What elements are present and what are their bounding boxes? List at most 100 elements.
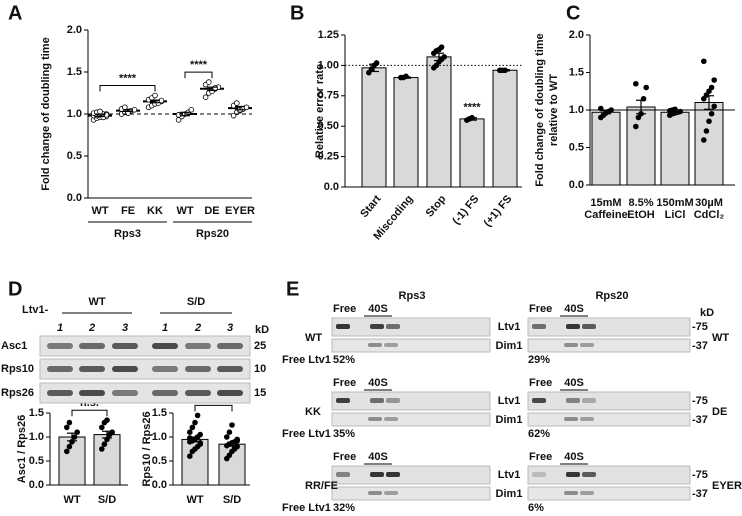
data-point — [229, 422, 235, 428]
data-point — [188, 107, 195, 113]
panel-label: A — [8, 2, 22, 24]
kd-label: kD — [255, 324, 269, 336]
lane-label: 40S — [368, 303, 388, 315]
y-axis-label: Relative error rate — [314, 64, 326, 158]
blot-label: Dim1 — [496, 414, 523, 426]
blot-row-label: Asc1 — [1, 340, 27, 352]
x-tick-label: Start — [358, 193, 384, 220]
data-point — [230, 112, 237, 119]
lane-label: 40S — [564, 377, 584, 389]
data-point — [234, 100, 240, 106]
y-tick-label: 0.0 — [67, 192, 82, 204]
genotype-label: WT — [88, 296, 105, 308]
mw-marker: -37 — [692, 488, 708, 500]
blot-band — [47, 366, 73, 372]
blot-band — [112, 390, 138, 396]
x-tick-label: Stop — [424, 193, 449, 220]
blot-band — [564, 343, 578, 347]
lane-label: Free — [333, 377, 356, 389]
blot-band — [370, 472, 384, 477]
free-percent: 32% — [333, 502, 355, 514]
y-tick-label: 0.50 — [318, 120, 339, 132]
y-tick-label: 1.0 — [67, 108, 82, 120]
free-label: Free Ltv1 — [282, 354, 331, 366]
mw-marker: 10 — [254, 363, 266, 375]
bar — [492, 69, 518, 188]
data-point — [189, 424, 196, 431]
blot-label: Dim1 — [496, 488, 523, 500]
blot-band — [582, 324, 596, 329]
data-point — [187, 453, 193, 460]
lane-label: Free — [529, 451, 552, 463]
blot-band — [532, 324, 546, 329]
x-tick-label: EYER — [225, 205, 255, 217]
lane-label: 2 — [88, 322, 95, 334]
data-point — [243, 104, 250, 111]
y-tick-label: 0.0 — [569, 179, 584, 191]
kd-label: kD — [700, 307, 714, 319]
lane-label: Free — [529, 303, 552, 315]
blot-band — [112, 366, 138, 372]
y-tick-label: 0.0 — [152, 479, 167, 491]
panel-label: D — [8, 278, 22, 300]
y-axis-label: Fold change of doubling time — [534, 33, 546, 186]
y-tick-label: 0.5 — [569, 141, 584, 153]
data-point — [194, 412, 201, 419]
lane-label: 1 — [162, 322, 168, 334]
x-tick-label: 150mM — [656, 197, 693, 209]
y-tick-label: 0.5 — [152, 455, 167, 467]
blot-band — [566, 324, 580, 329]
strain-label: WT — [305, 332, 322, 344]
data-point — [192, 419, 198, 426]
blot-band — [47, 343, 73, 349]
x-tick-label: (-1) FS — [450, 193, 481, 227]
blot-band — [47, 390, 73, 396]
significance-bracket — [194, 404, 233, 412]
significance-label: **** — [119, 72, 137, 84]
blot-strip — [527, 412, 691, 427]
y-tick-label: 0.75 — [318, 90, 339, 102]
strain-prefix: Ltv1- — [22, 304, 49, 316]
group-label: Rps3 — [114, 228, 141, 240]
data-point — [97, 108, 103, 115]
data-point — [64, 424, 70, 431]
data-point — [438, 44, 445, 50]
data-point — [224, 434, 230, 440]
panel-label: C — [566, 2, 580, 24]
data-point — [708, 110, 715, 117]
blot-band — [217, 390, 243, 396]
bar — [426, 56, 452, 188]
blot-band — [217, 366, 243, 372]
blot-band — [386, 398, 400, 403]
blot-band — [384, 491, 398, 495]
y-tick-label: 1.00 — [318, 59, 339, 71]
blot-band — [112, 343, 138, 349]
blot-band — [384, 417, 398, 421]
data-point — [635, 114, 642, 121]
blot-band — [532, 398, 546, 403]
data-point — [700, 137, 707, 143]
data-point — [99, 446, 105, 452]
bar — [393, 77, 419, 188]
group-label: Rps20 — [196, 228, 229, 240]
bar — [58, 436, 86, 486]
y-tick-label: 0.0 — [29, 479, 44, 491]
mw-marker: -75 — [692, 321, 708, 333]
data-point — [197, 431, 204, 438]
blot-label: Ltv1 — [498, 469, 521, 481]
x-tick-label: 8.5% — [628, 197, 653, 209]
x-tick-label: WT — [176, 205, 193, 217]
blot-row-label: Rps26 — [1, 387, 34, 399]
y-tick-label: 1.25 — [318, 29, 339, 41]
mw-marker: -75 — [692, 469, 708, 481]
x-tick-label: 15mM — [590, 197, 621, 209]
blot-strip — [331, 412, 491, 427]
strain-label: RR/FE — [305, 480, 338, 492]
data-point — [643, 84, 649, 91]
blot-strip — [527, 338, 691, 353]
lane-label: Free — [529, 377, 552, 389]
data-point — [104, 417, 110, 424]
x-tick-label: EtOH — [627, 209, 655, 221]
significance-bracket — [99, 85, 156, 92]
